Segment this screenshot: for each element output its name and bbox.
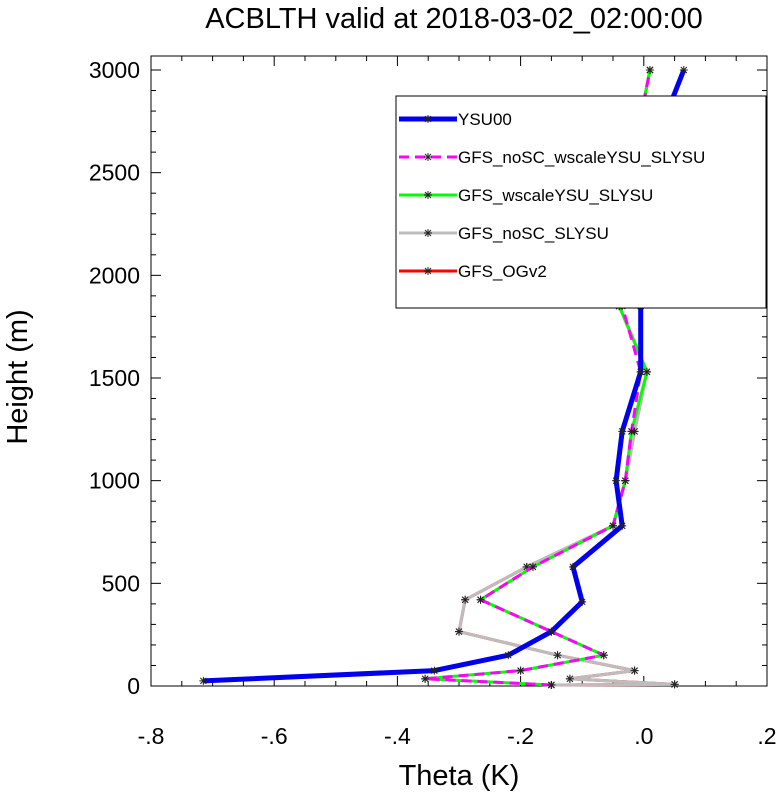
x-axis-label: Theta (K) bbox=[399, 760, 520, 792]
y-axis-label: Height (m) bbox=[2, 309, 34, 444]
data-point bbox=[504, 651, 513, 660]
legend-label: YSU00 bbox=[458, 110, 512, 129]
y-tick-label: 2000 bbox=[89, 262, 140, 288]
x-tick-label: .0 bbox=[634, 723, 653, 749]
y-tick-label: 0 bbox=[127, 673, 140, 699]
data-point bbox=[612, 476, 621, 485]
x-tick-label: -.4 bbox=[384, 723, 411, 749]
data-point bbox=[578, 597, 587, 606]
legend-item: GFS_noSC_SLYSU bbox=[399, 224, 609, 243]
data-point bbox=[421, 674, 430, 683]
data-point bbox=[609, 521, 617, 530]
data-point bbox=[528, 562, 537, 571]
y-tick-label: 3000 bbox=[89, 57, 140, 83]
data-point bbox=[455, 627, 463, 636]
data-point bbox=[553, 651, 562, 660]
data-point bbox=[599, 651, 608, 660]
legend-marker bbox=[424, 267, 432, 275]
data-point bbox=[547, 627, 556, 636]
data-point bbox=[516, 666, 525, 675]
data-point bbox=[547, 680, 556, 689]
y-axis-ticks: 0 500 1000 1500 2000 2500 3000 bbox=[89, 57, 767, 699]
legend-item: GFS_noSC_wscaleYSU_SLYSU bbox=[399, 148, 705, 167]
data-point bbox=[645, 66, 654, 74]
legend-label: GFS_wscaleYSU_SLYSU bbox=[458, 186, 653, 205]
data-point bbox=[618, 427, 627, 436]
legend-box bbox=[395, 95, 767, 309]
y-tick-label: 1500 bbox=[89, 365, 140, 391]
legend-marker bbox=[424, 115, 432, 123]
data-point bbox=[670, 680, 679, 689]
data-point bbox=[621, 476, 630, 485]
data-point bbox=[476, 595, 485, 604]
y-tick-label: 500 bbox=[102, 570, 140, 596]
x-axis-ticks: -.8 -.6 -.4 -.2 .0 .2 bbox=[138, 56, 777, 749]
data-point bbox=[618, 521, 627, 530]
data-point bbox=[636, 367, 645, 376]
data-point bbox=[627, 427, 636, 436]
legend-item: GFS_OGv2 bbox=[399, 262, 547, 281]
x-tick-label: .2 bbox=[757, 723, 776, 749]
legend-label: GFS_noSC_SLYSU bbox=[458, 224, 609, 243]
data-point bbox=[630, 666, 639, 675]
legend-label: GFS_OGv2 bbox=[458, 262, 547, 281]
legend-items: YSU00 GFS_noSC_wscaleYSU_SLYSU GFS_wscaleY… bbox=[399, 110, 705, 281]
chart-title: ACBLTH valid at 2018-03-02_02:00:00 bbox=[205, 3, 703, 35]
y-tick-label: 2500 bbox=[89, 160, 140, 186]
legend-marker bbox=[424, 191, 432, 199]
x-tick-label: -.2 bbox=[507, 723, 534, 749]
data-point bbox=[199, 676, 208, 685]
y-tick-label: 1000 bbox=[89, 468, 140, 494]
data-point bbox=[565, 674, 574, 683]
data-point bbox=[568, 562, 577, 571]
legend-item: GFS_wscaleYSU_SLYSU bbox=[399, 186, 653, 205]
legend: YSU00 GFS_noSC_wscaleYSU_SLYSU GFS_wscaleY… bbox=[395, 95, 767, 309]
data-point bbox=[461, 595, 470, 604]
legend-item: YSU00 bbox=[399, 110, 512, 129]
x-tick-label: -.6 bbox=[261, 723, 288, 749]
legend-marker bbox=[424, 153, 432, 161]
legend-label: GFS_noSC_wscaleYSU_SLYSU bbox=[458, 148, 705, 167]
data-point bbox=[430, 666, 439, 675]
data-point bbox=[679, 66, 688, 74]
x-tick-label: -.8 bbox=[138, 723, 165, 749]
legend-marker bbox=[424, 229, 432, 237]
